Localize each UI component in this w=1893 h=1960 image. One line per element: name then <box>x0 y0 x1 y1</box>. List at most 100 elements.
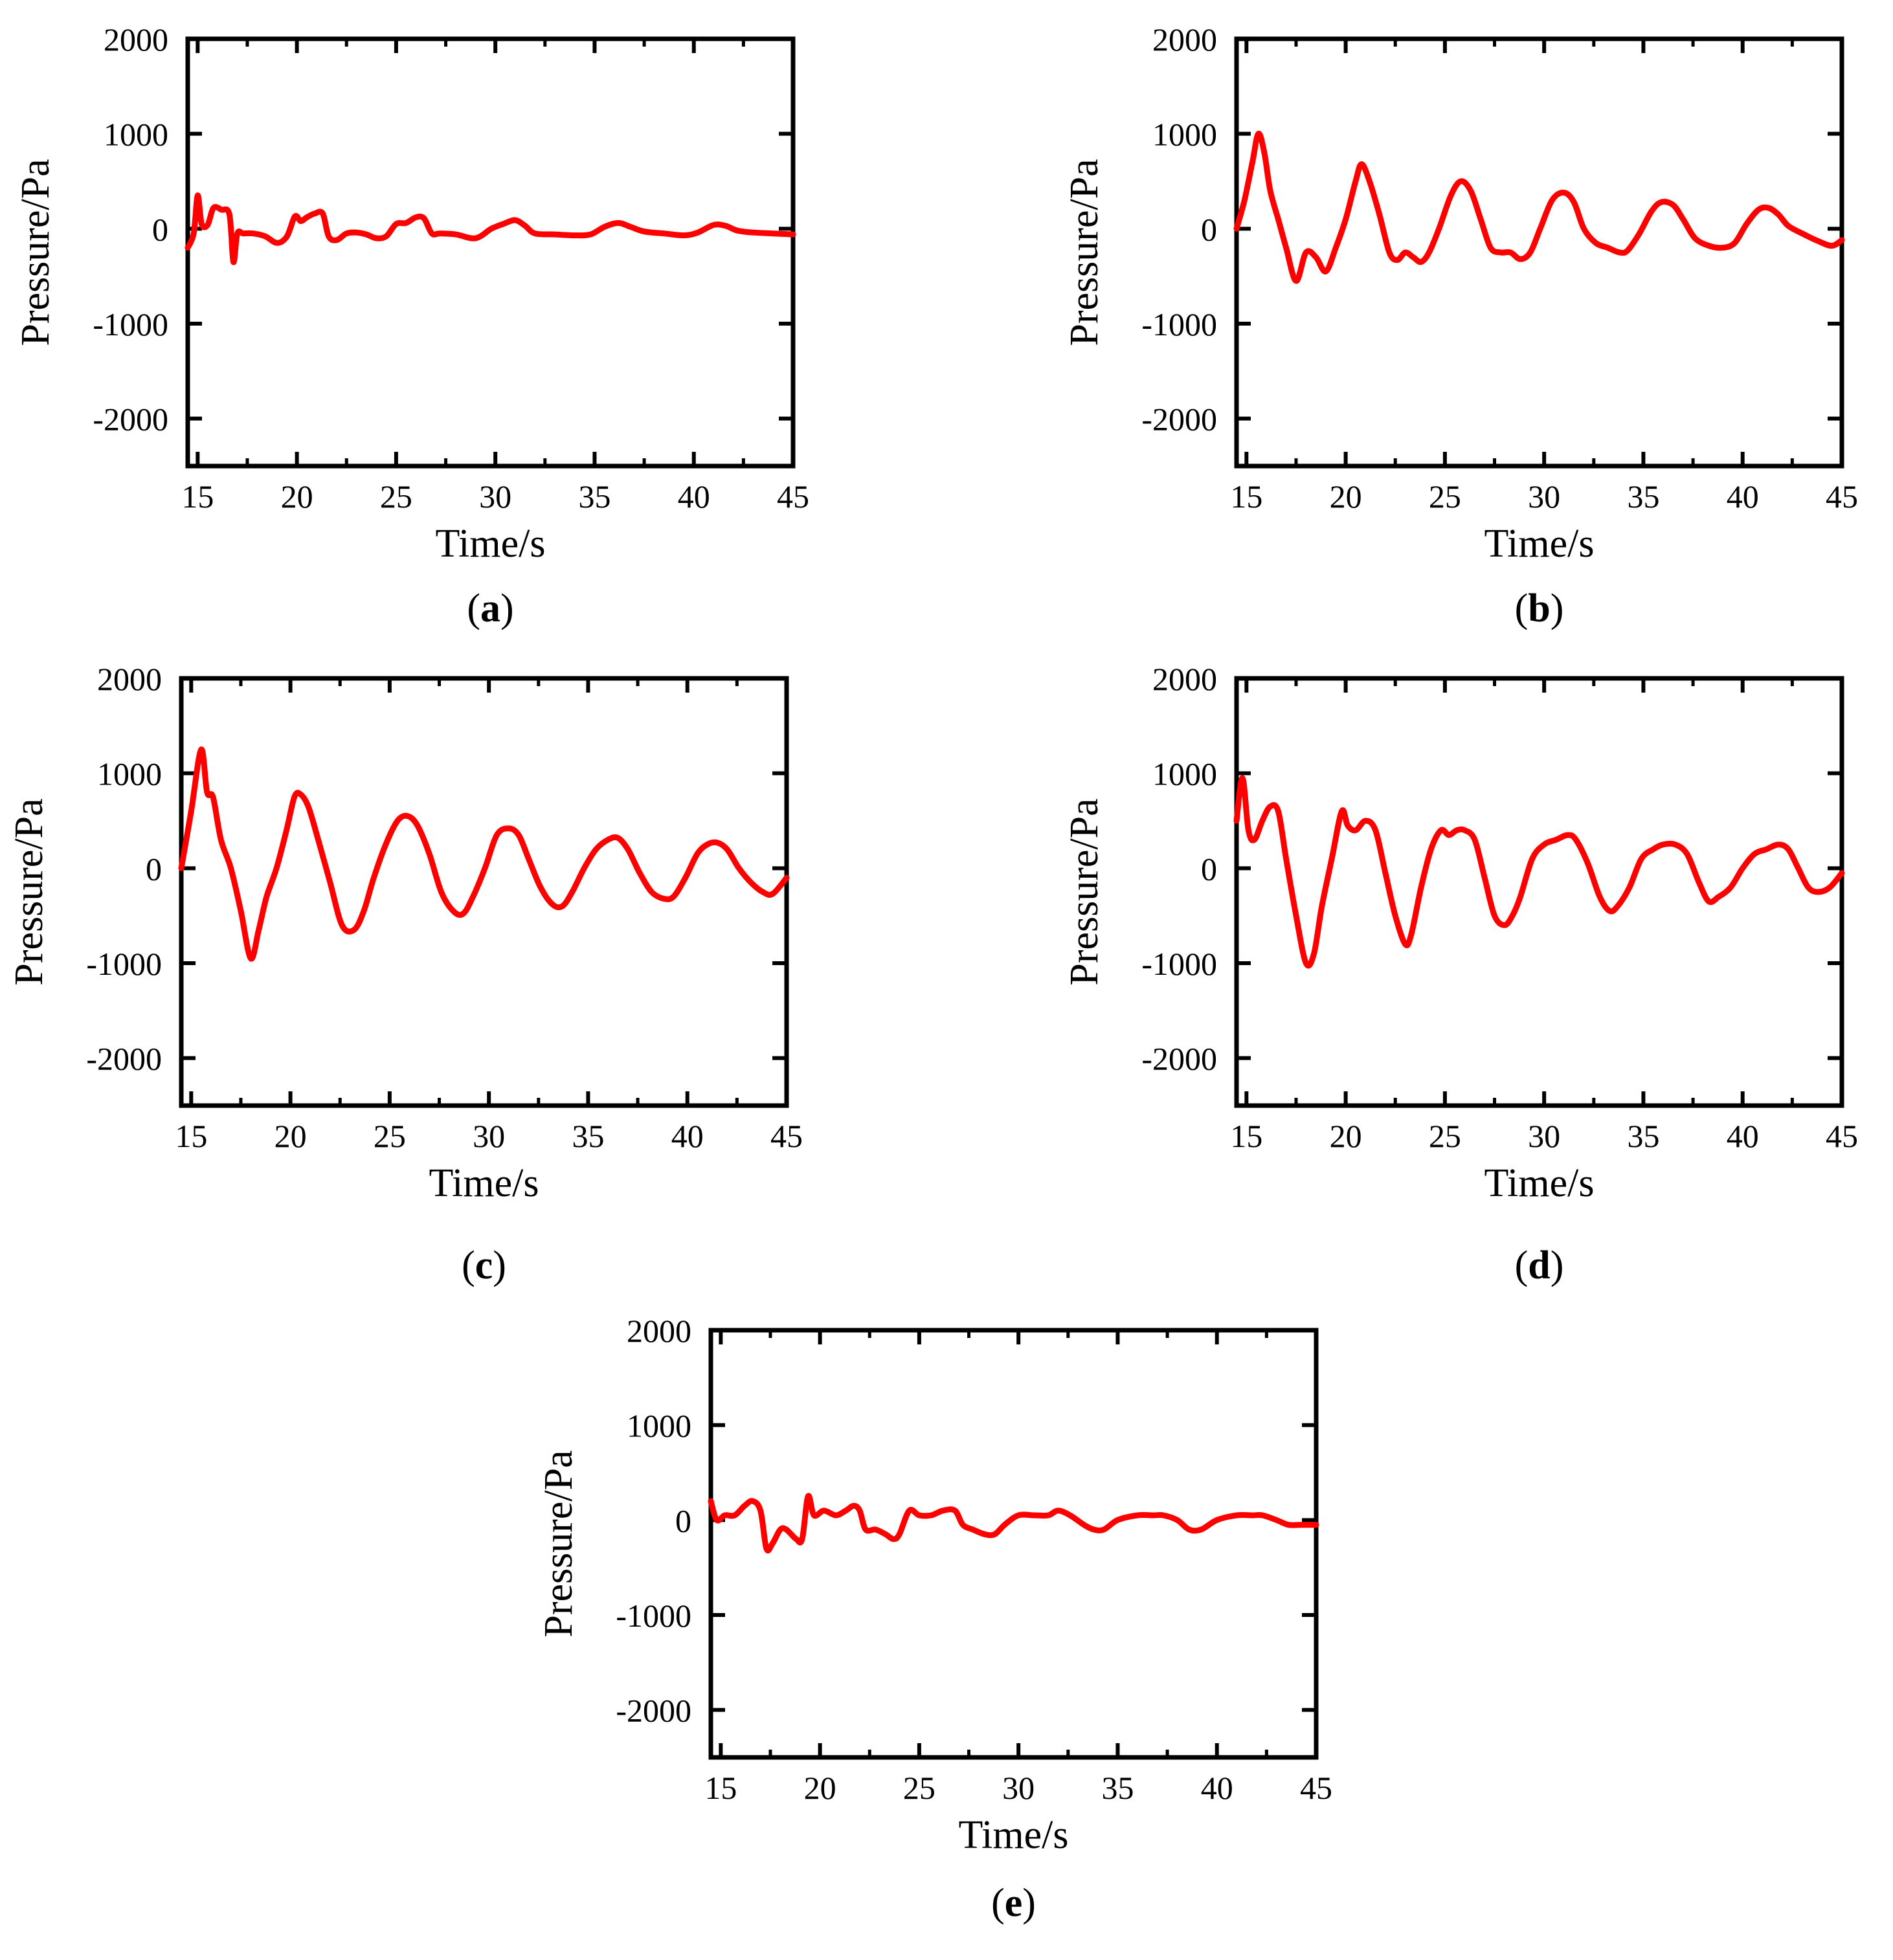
x-tick-label: 35 <box>1627 1118 1659 1154</box>
pressure-series-line <box>178 746 790 962</box>
y-axis-title: Pressure/Pa <box>537 1450 581 1637</box>
y-tick-label: 2000 <box>1152 21 1217 58</box>
x-axis-title: Time/s <box>1484 522 1594 566</box>
panel-label-letter: a <box>480 586 500 630</box>
x-tick-label: 40 <box>1727 1118 1759 1154</box>
y-tick-label: -1000 <box>1141 306 1217 342</box>
plot-frame <box>1234 36 1844 469</box>
y-tick-label: 0 <box>1201 211 1217 247</box>
x-tick-label: 40 <box>671 1118 704 1154</box>
x-axis-title: Time/s <box>435 522 545 566</box>
y-tick-label: -2000 <box>93 401 168 438</box>
x-tick-label: 25 <box>374 1118 406 1154</box>
x-tick-label: 35 <box>1101 1770 1134 1806</box>
panel-label: (c) <box>462 1243 506 1287</box>
panel-label-letter: c <box>475 1243 493 1287</box>
x-tick-label: 40 <box>1727 478 1759 515</box>
panel-label-open: ( <box>1515 1243 1529 1287</box>
y-tick-label: -2000 <box>1141 401 1217 438</box>
y-tick-label: 1000 <box>104 117 168 153</box>
x-tick-label: 15 <box>704 1770 737 1806</box>
y-tick-label: 0 <box>1201 851 1217 887</box>
x-tick-label: 35 <box>572 1118 604 1154</box>
y-tick-label: 2000 <box>1152 661 1217 697</box>
y-tick-label: 1000 <box>97 756 162 792</box>
x-tick-label: 35 <box>578 478 610 515</box>
y-tick-label: 0 <box>152 211 168 247</box>
panel-label-close: ) <box>1551 586 1564 630</box>
x-tick-label: 15 <box>181 478 214 515</box>
y-tick-label: 1000 <box>1152 117 1217 153</box>
chart-panel-c: 15 20 25 30 35 40 45 -2000 -1000 0 1000 2000 Time/s P… <box>7 661 803 1287</box>
panel-label-open: ( <box>467 586 480 630</box>
panel-label: (d) <box>1515 1243 1564 1287</box>
x-tick-label: 45 <box>1300 1770 1332 1806</box>
y-axis-title: Pressure/Pa <box>1062 798 1106 985</box>
y-axis-title: Pressure/Pa <box>7 798 51 985</box>
y-tick-label: -1000 <box>86 946 162 982</box>
panel-label: (e) <box>991 1881 1036 1925</box>
panel-label-close: ) <box>500 586 514 630</box>
pressure-series-line <box>708 1493 1319 1554</box>
x-tick-label: 30 <box>479 478 511 515</box>
panel-label: (a) <box>467 586 513 630</box>
panel-label-letter: d <box>1528 1243 1550 1287</box>
x-tick-label: 40 <box>678 478 710 515</box>
y-tick-label: -2000 <box>86 1041 162 1077</box>
y-tick-label: 1000 <box>1152 756 1217 792</box>
chart-panel-d: 15 20 25 30 35 40 45 -2000 -1000 0 1000 2000 Time/s P… <box>1062 661 1858 1287</box>
pressure-series-line <box>1233 775 1845 969</box>
x-axis-title: Time/s <box>958 1813 1068 1857</box>
panel-label-open: ( <box>991 1881 1005 1925</box>
y-axis-title: Pressure/Pa <box>14 159 58 346</box>
x-tick-label: 30 <box>1002 1770 1035 1806</box>
y-tick-label: 2000 <box>97 661 162 697</box>
x-tick-label: 40 <box>1201 1770 1233 1806</box>
chart-panel-a: 15 20 25 30 35 40 45 -2000 -1000 0 1000 2000 Time/s P… <box>14 21 809 630</box>
x-tick-label: 30 <box>473 1118 505 1154</box>
y-tick-label: -1000 <box>1141 946 1217 982</box>
panel-label: (b) <box>1515 586 1564 630</box>
x-tick-label: 15 <box>175 1118 207 1154</box>
x-axis-title: Time/s <box>1484 1161 1594 1205</box>
y-tick-label: 0 <box>146 851 162 887</box>
plot-frame <box>179 676 789 1108</box>
x-tick-label: 25 <box>380 478 412 515</box>
x-tick-label: 45 <box>770 1118 803 1154</box>
y-axis-title: Pressure/Pa <box>1062 159 1106 346</box>
x-axis-title: Time/s <box>429 1161 539 1205</box>
x-tick-label: 20 <box>804 1770 836 1806</box>
x-tick-label: 45 <box>1826 1118 1858 1154</box>
plot-frame <box>1234 676 1844 1108</box>
chart-panel-e: 15 20 25 30 35 40 45 -2000 -1000 0 1000 2000 Time/s P… <box>537 1313 1332 1925</box>
panel-label-letter: e <box>1005 1881 1023 1925</box>
x-tick-label: 30 <box>1528 478 1560 515</box>
x-tick-label: 45 <box>1826 478 1858 515</box>
y-tick-label: 1000 <box>627 1408 691 1444</box>
x-tick-label: 20 <box>274 1118 307 1154</box>
panel-label-open: ( <box>1515 586 1529 630</box>
x-tick-label: 20 <box>1330 1118 1362 1154</box>
x-tick-label: 20 <box>281 478 313 515</box>
y-tick-label: 2000 <box>627 1313 691 1349</box>
plot-frame <box>708 1328 1319 1760</box>
y-tick-label: -2000 <box>1141 1041 1217 1077</box>
x-tick-label: 45 <box>777 478 809 515</box>
x-tick-label: 25 <box>903 1770 935 1806</box>
y-tick-label: 0 <box>675 1502 691 1539</box>
pressure-series-line <box>185 192 796 265</box>
y-tick-label: 2000 <box>104 21 168 58</box>
x-tick-label: 15 <box>1230 478 1262 515</box>
x-tick-label: 20 <box>1330 478 1362 515</box>
panel-label-close: ) <box>1022 1881 1036 1925</box>
chart-panel-b: 15 20 25 30 35 40 45 -2000 -1000 0 1000 2000 Time/s P… <box>1062 21 1858 630</box>
panel-label-letter: b <box>1528 586 1550 630</box>
pressure-series-line <box>1233 131 1845 284</box>
y-tick-label: -1000 <box>616 1598 691 1634</box>
y-tick-label: -2000 <box>616 1693 691 1729</box>
y-tick-label: -1000 <box>93 306 168 342</box>
panel-label-close: ) <box>1551 1243 1564 1287</box>
x-tick-label: 35 <box>1627 478 1659 515</box>
